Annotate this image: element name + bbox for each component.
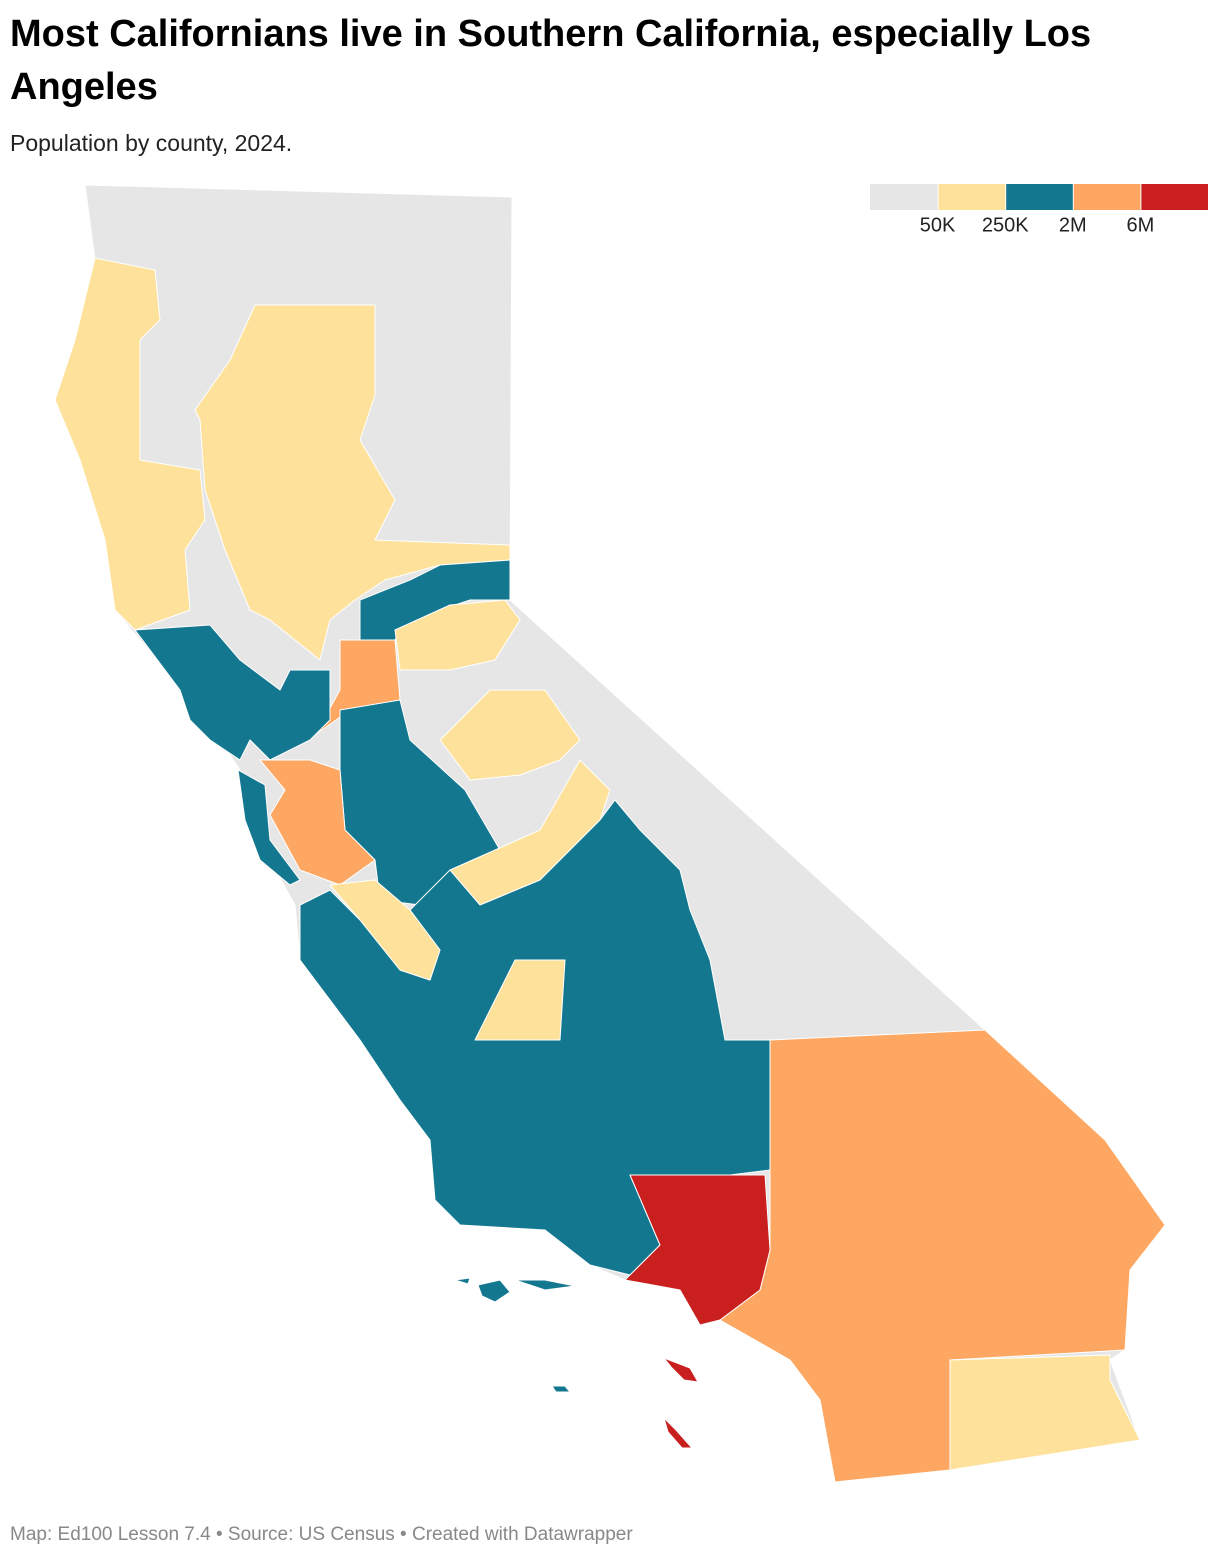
island <box>551 1385 571 1393</box>
legend-label: 2M <box>1059 214 1087 236</box>
legend-label: 250K <box>982 214 1029 236</box>
county-regions <box>54 184 1166 1483</box>
county-region <box>194 304 511 661</box>
county-region <box>134 624 331 761</box>
island <box>663 1357 699 1383</box>
legend-swatch <box>1073 184 1141 210</box>
county-region <box>329 879 441 981</box>
island <box>454 1277 471 1285</box>
legend-label: 6M <box>1127 214 1155 236</box>
county-region <box>237 769 301 886</box>
island <box>514 1279 576 1291</box>
legend: 50K 250K 2M 6M <box>870 184 1208 236</box>
footer: Map: Ed100 Lesson 7.4 • Source: US Censu… <box>10 1524 633 1545</box>
island <box>663 1417 693 1449</box>
county-region <box>949 1354 1141 1471</box>
county-region <box>624 1174 771 1326</box>
island <box>477 1279 511 1303</box>
county-region <box>474 959 566 1041</box>
county-region <box>439 689 581 781</box>
legend-swatch <box>870 184 938 210</box>
subtitle: Population by county, 2024. <box>10 130 293 156</box>
legend-swatch <box>938 184 1006 210</box>
title: Most Californians live in Southern Calif… <box>10 13 1092 108</box>
county-region <box>394 599 521 671</box>
county-region <box>259 759 376 886</box>
legend-label: 50K <box>920 214 956 236</box>
legend-swatch <box>1141 184 1208 210</box>
legend-swatch <box>1006 184 1073 210</box>
county-region <box>54 257 206 631</box>
